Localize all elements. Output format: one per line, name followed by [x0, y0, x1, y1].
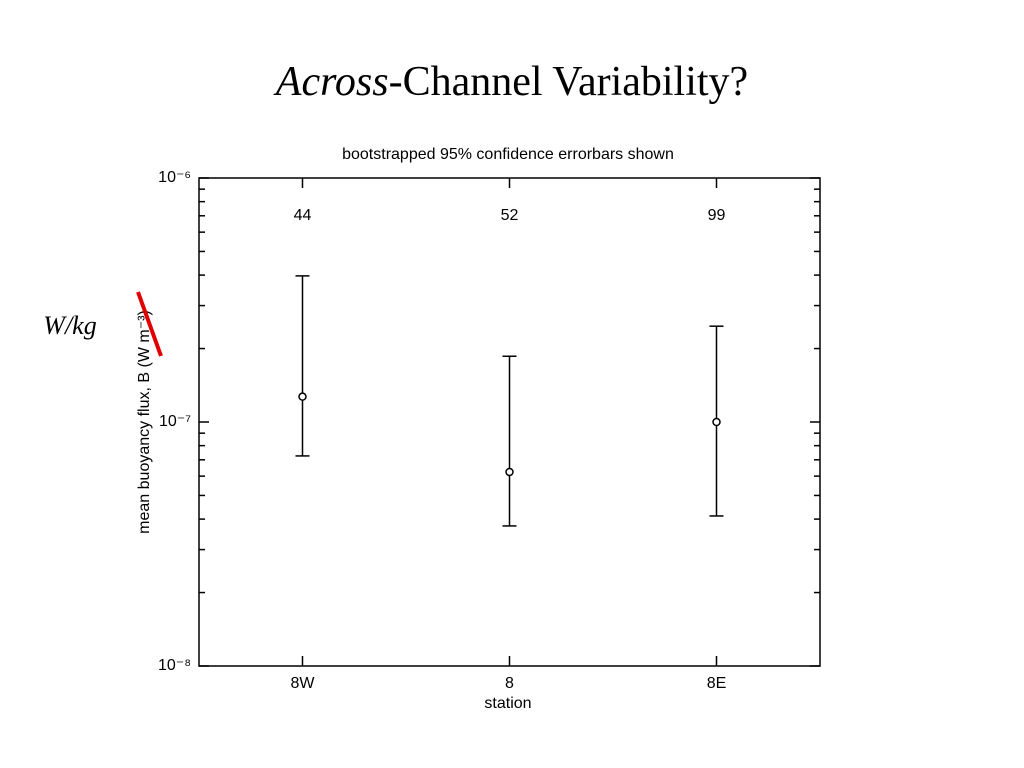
title-italic: Across: [273, 59, 389, 105]
count-label: 52: [501, 207, 519, 224]
y-tick-label: 10⁻⁷: [159, 413, 191, 430]
y-tick-label: 10⁻⁶: [158, 169, 191, 186]
chart-title: bootstrapped 95% confidence errorbars sh…: [342, 146, 674, 163]
x-tick-label: 8W: [291, 675, 316, 692]
unit-annotation: W/kg: [43, 311, 96, 340]
y-axis-label: mean buoyancy flux, B (W m⁻³): [136, 310, 153, 534]
strike-mark: [136, 291, 163, 357]
count-label: 44: [294, 207, 312, 224]
y-tick-label: 10⁻⁸: [158, 657, 191, 674]
slide-title: Across-Channel Variability?: [273, 59, 748, 105]
title-rest: -Channel Variability?: [389, 59, 749, 105]
count-label: 99: [708, 207, 726, 224]
point: [505, 467, 514, 477]
x-tick-label: 8: [505, 675, 514, 692]
point: [298, 392, 307, 401]
x-tick-label: 8E: [707, 675, 727, 692]
x-axis-label: station: [484, 695, 531, 712]
point: [712, 417, 721, 427]
